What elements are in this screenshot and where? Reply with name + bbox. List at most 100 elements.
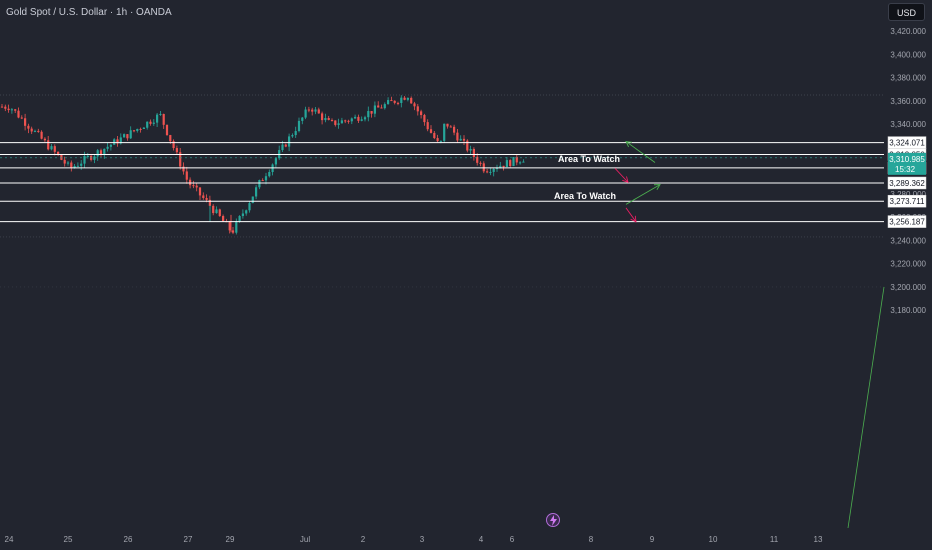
candle-body — [522, 161, 525, 163]
candle-body — [433, 132, 436, 139]
candle-body — [179, 152, 182, 167]
candle-body — [515, 157, 518, 163]
candle-body — [264, 176, 268, 181]
candle-body — [288, 136, 291, 147]
candle-body — [334, 120, 337, 125]
candle-body — [344, 120, 347, 122]
candle-body — [169, 135, 172, 142]
currency-selector[interactable]: USD — [888, 3, 925, 21]
candle-body — [57, 151, 60, 155]
candle-body — [281, 144, 284, 151]
level-price-box — [887, 215, 927, 228]
candle-body — [129, 130, 132, 139]
candle-body — [449, 126, 452, 128]
candle-body — [400, 97, 403, 103]
candle-body — [70, 162, 73, 168]
candle-body — [370, 111, 373, 114]
candle-body — [456, 132, 459, 141]
candle-body — [337, 123, 340, 125]
candle-body — [235, 221, 238, 233]
y-tick-label: 3,380.000 — [890, 74, 926, 83]
current-price-tag — [888, 152, 926, 175]
candle-body — [453, 126, 456, 133]
candle-body — [423, 115, 426, 123]
candle-body — [347, 120, 350, 122]
x-tick-label: 6 — [510, 535, 515, 544]
countdown-label: 15:32 — [895, 165, 916, 174]
candle-body — [380, 107, 383, 109]
current-price-label: 3,310.985 — [889, 155, 925, 164]
candle-body — [119, 137, 122, 144]
lightning-icon[interactable] — [546, 513, 560, 527]
level-price-box — [887, 176, 927, 190]
level-price-label: 3,256.187 — [889, 218, 925, 227]
candle-body — [238, 216, 241, 222]
candle-body — [228, 221, 231, 231]
candle-body — [212, 205, 215, 214]
candle-body — [0, 106, 4, 108]
x-tick-label: 26 — [124, 535, 133, 544]
candle-body — [495, 168, 499, 170]
candle-body — [327, 117, 330, 120]
candle-body — [509, 160, 512, 167]
candle-body — [215, 209, 218, 214]
candle-body — [274, 158, 277, 165]
candle-body — [245, 210, 248, 214]
candle-body — [330, 119, 334, 121]
candle-body — [175, 148, 178, 153]
candle-body — [17, 110, 20, 118]
candle-body — [311, 109, 314, 112]
candle-body — [261, 180, 264, 182]
candle-body — [103, 148, 106, 155]
candle-body — [241, 213, 244, 217]
candle-body — [33, 130, 37, 132]
x-tick-label: 2 — [361, 535, 366, 544]
trend-line — [847, 286, 885, 529]
candle-body — [10, 109, 13, 111]
candle-body — [248, 203, 251, 211]
x-tick-label: 24 — [5, 535, 14, 544]
x-tick-label: 9 — [650, 535, 655, 544]
candle-body — [373, 105, 376, 114]
candle-body — [99, 150, 103, 155]
y-tick-label: 3,420.000 — [890, 27, 926, 36]
candle-body — [479, 162, 482, 164]
candle-body — [416, 106, 419, 112]
candle-body — [146, 121, 149, 128]
projection-arrow — [625, 184, 661, 205]
candle-body — [182, 166, 185, 172]
candle-body — [393, 100, 396, 103]
candle-body — [165, 124, 169, 136]
candle-body — [367, 111, 370, 118]
candle-body — [446, 123, 449, 127]
candle-body — [321, 113, 324, 121]
candle-body — [390, 100, 393, 102]
candle-body — [14, 109, 17, 111]
candle-body — [354, 116, 357, 119]
arrow-head — [653, 184, 661, 190]
candle-body — [436, 138, 439, 142]
candle-body — [109, 144, 112, 147]
x-tick-label: 10 — [709, 535, 718, 544]
y-tick-label: 3,400.000 — [890, 50, 926, 59]
candle-body — [60, 154, 63, 160]
candle-body — [426, 122, 429, 130]
candle-body — [7, 108, 10, 111]
candle-body — [149, 121, 152, 124]
candle-body — [297, 120, 301, 132]
candle-body — [314, 109, 317, 112]
candle-body — [505, 160, 508, 168]
candle-body — [443, 123, 446, 141]
candle-body — [410, 97, 413, 104]
candle-body — [324, 117, 327, 121]
level-price-label: 3,324.071 — [889, 139, 925, 148]
projection-arrow — [614, 167, 629, 183]
candle-body — [218, 209, 221, 217]
candle-body — [499, 165, 502, 169]
candle-body — [139, 128, 142, 130]
x-tick-label: 3 — [420, 535, 425, 544]
y-tick-label: 3,340.000 — [890, 120, 926, 129]
candle-body — [340, 120, 343, 124]
